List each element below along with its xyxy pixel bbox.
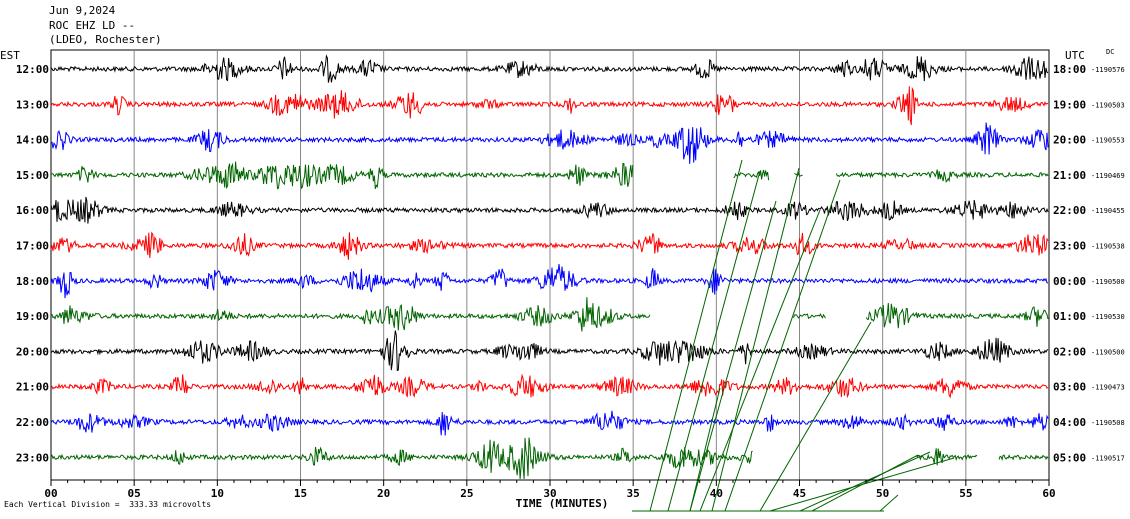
trace-row-3 [50, 122, 1049, 164]
row-time-utc: 03:00 [1053, 381, 1086, 394]
trace-row-9 [50, 330, 1049, 372]
x-tick-label: 60 [1042, 487, 1055, 500]
row-time-utc: 21:00 [1053, 169, 1086, 182]
row-time-est: 20:00 [16, 345, 49, 358]
x-tick-label: 05 [128, 487, 141, 500]
seismic-traces [50, 54, 1049, 480]
row-dc-offset: -1190473 [1091, 384, 1125, 392]
row-time-utc: 23:00 [1053, 240, 1086, 253]
row-time-utc: 04:00 [1053, 416, 1086, 429]
row-time-utc: 05:00 [1053, 451, 1086, 464]
x-tick-label: 30 [543, 487, 556, 500]
x-tick-label: 55 [959, 487, 972, 500]
left-timezone-label: EST [0, 49, 20, 62]
x-tick-label: 35 [627, 487, 640, 500]
overflow-line [799, 451, 931, 512]
row-time-utc: 02:00 [1053, 345, 1086, 358]
network-location: (LDEO, Rochester) [49, 33, 162, 46]
row-time-utc: 00:00 [1053, 275, 1086, 288]
row-time-est: 15:00 [16, 169, 49, 182]
row-dc-offset: -1190530 [1091, 313, 1125, 321]
x-tick-label: 10 [211, 487, 224, 500]
overflow-line [811, 454, 919, 512]
overflow-line [649, 159, 743, 512]
row-time-est: 18:00 [16, 275, 49, 288]
trace-row-4 [50, 161, 1049, 190]
recording-date: Jun 9,2024 [49, 4, 116, 17]
trace-row-5 [50, 196, 1049, 224]
right-timezone-label: UTC [1065, 49, 1085, 62]
dc-offset-label: DC [1106, 48, 1115, 56]
row-dc-offset: -1190538 [1091, 243, 1125, 251]
x-tick-label: 50 [876, 487, 889, 500]
plot-grid [50, 49, 1050, 481]
row-dc-offset: -1190469 [1091, 172, 1125, 180]
trace-row-8 [50, 297, 1049, 332]
overflow-line [724, 179, 841, 512]
overflow-line [689, 200, 777, 512]
trace-row-10 [50, 373, 1049, 399]
row-dc-offset: -1190500 [1091, 278, 1125, 286]
overflow-line [879, 494, 899, 512]
row-dc-offset: -1190517 [1091, 454, 1125, 462]
row-dc-offset: -1190455 [1091, 207, 1125, 215]
x-tick-label: 25 [460, 487, 473, 500]
trace-row-12 [50, 437, 1049, 480]
row-dc-offset: -1190553 [1091, 137, 1125, 145]
row-time-est: 22:00 [16, 416, 49, 429]
row-dc-offset: -1190500 [1091, 348, 1125, 356]
row-time-est: 19:00 [16, 310, 49, 323]
row-time-est: 12:00 [16, 63, 49, 76]
row-time-utc: 19:00 [1053, 98, 1086, 111]
row-time-est: 23:00 [16, 451, 49, 464]
row-time-utc: 18:00 [1053, 63, 1086, 76]
row-time-est: 13:00 [16, 98, 49, 111]
time-axis: 00 05 10 15 20 25 30 35 40 45 50 55 60 [44, 479, 1056, 500]
row-time-est: 14:00 [16, 134, 49, 147]
x-tick-label: 20 [377, 487, 390, 500]
row-time-est: 21:00 [16, 381, 49, 394]
row-dc-offset: -1190508 [1091, 419, 1125, 427]
row-time-utc: 22:00 [1053, 204, 1086, 217]
x-tick-label: 40 [710, 487, 723, 500]
row-dc-offset: -1190576 [1091, 66, 1125, 74]
station-channel: ROC EHZ LD -- [49, 19, 136, 32]
row-time-utc: 01:00 [1053, 310, 1086, 323]
x-tick-label: 00 [44, 487, 57, 500]
row-time-est: 17:00 [16, 240, 49, 253]
row-time-est: 16:00 [16, 204, 49, 217]
trace-row-2 [50, 86, 1049, 126]
row-time-utc: 20:00 [1053, 134, 1086, 147]
x-axis-label: TIME (MINUTES) [516, 497, 609, 510]
row-dc-offset: -1190503 [1091, 101, 1125, 109]
overflow-line [711, 167, 800, 512]
overflow-line [689, 387, 721, 512]
x-tick-label: 15 [294, 487, 307, 500]
vertical-scale-note: Each Vertical Division = 333.33 microvol… [4, 500, 212, 509]
trace-row-7 [50, 263, 1049, 299]
overflow-line [699, 209, 821, 512]
overflow-lines [632, 159, 955, 512]
trace-row-6 [50, 231, 1049, 260]
trace-row-1 [50, 54, 1049, 83]
row-labels: 12:00 18:00 -1190576 13:00 19:00 -1190503 14:0… [16, 63, 1125, 464]
overflow-line [667, 170, 761, 512]
x-tick-label: 45 [793, 487, 806, 500]
trace-row-11 [50, 410, 1049, 436]
